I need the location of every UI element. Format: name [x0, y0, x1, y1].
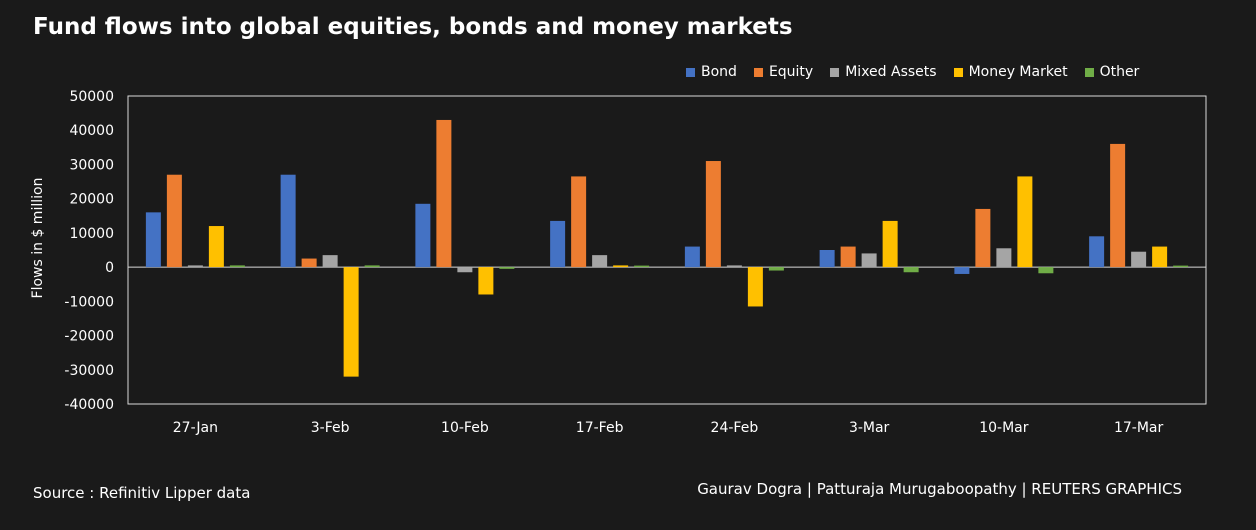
credits: Gaurav Dogra | Patturaja Murugaboopathy … [697, 480, 1182, 498]
legend-item-other: Other [1084, 64, 1140, 80]
legend-item-bond: Bond [686, 64, 737, 80]
bar-equity [705, 161, 721, 268]
bar-other [768, 267, 784, 271]
bar-other [229, 265, 245, 268]
x-tick-label: 17-Mar [1114, 420, 1164, 436]
legend-label: Money Market [968, 64, 1068, 80]
x-tick-label: 24-Feb [711, 420, 759, 436]
bar-mixed-assets [187, 265, 203, 268]
chart-title: Fund flows into global equities, bonds a… [33, 14, 793, 40]
bar-equity [975, 208, 991, 268]
legend-swatch [753, 67, 763, 77]
legend: Bond Equity Mixed Assets Money Market Other [686, 64, 1156, 80]
y-tick-label: -40000 [64, 397, 114, 413]
legend-label: Mixed Assets [845, 64, 937, 80]
bar-other [499, 267, 515, 269]
bar-other [364, 265, 380, 268]
plot-frame [127, 95, 1207, 405]
bar-money-market [478, 267, 494, 295]
bar-mixed-assets [322, 255, 338, 268]
bar-other [1038, 267, 1054, 274]
bar-money-market [613, 265, 629, 268]
bar-bond [954, 267, 970, 274]
legend-label: Equity [768, 64, 814, 80]
y-tick-label: 0 [105, 260, 114, 276]
bar-bond [819, 250, 835, 268]
bar-mixed-assets [1131, 251, 1147, 268]
legend-swatch [1084, 67, 1094, 77]
bar-mixed-assets [457, 267, 473, 273]
bar-bond [280, 174, 296, 268]
x-tick-label: 10-Feb [441, 420, 489, 436]
legend-swatch [953, 67, 963, 77]
x-tick-label: 10-Mar [979, 420, 1029, 436]
bar-other [634, 265, 650, 268]
bar-bond [550, 220, 566, 268]
x-tick-label: 3-Feb [311, 420, 350, 436]
x-tick-label: 27-Jan [173, 420, 218, 436]
bar-equity [166, 174, 182, 268]
bar-bond [684, 246, 700, 268]
bar-mixed-assets [592, 255, 608, 268]
bar-mixed-assets [996, 248, 1012, 268]
bar-mixed-assets [726, 265, 742, 268]
x-tick-label: 17-Feb [576, 420, 624, 436]
bar-equity [436, 119, 452, 268]
legend-item-mixed-assets: Mixed Assets [830, 64, 937, 80]
bar-equity [1110, 143, 1126, 268]
bar-equity [571, 176, 587, 268]
legend-label: Bond [701, 64, 737, 80]
bar-bond [145, 212, 161, 268]
bar-money-market [882, 220, 898, 268]
bar-money-market [1017, 176, 1033, 268]
bar-money-market [208, 226, 224, 268]
y-tick-label: 50000 [69, 89, 114, 105]
bar-other [1173, 265, 1189, 268]
bar-bond [1089, 236, 1105, 268]
legend-item-equity: Equity [753, 64, 814, 80]
legend-item-money-market: Money Market [953, 64, 1068, 80]
bar-equity [840, 246, 856, 268]
y-tick-label: 30000 [69, 157, 114, 173]
y-tick-label: 20000 [69, 192, 114, 208]
bar-money-market [343, 267, 359, 377]
x-tick-label: 3-Mar [849, 420, 890, 436]
bar-bond [415, 203, 431, 268]
bar-other [903, 267, 919, 273]
bar-money-market [1152, 246, 1168, 268]
legend-label: Other [1099, 64, 1140, 80]
y-tick-label: -20000 [64, 329, 114, 345]
legend-swatch [686, 67, 695, 77]
y-tick-label: 40000 [69, 123, 114, 139]
bar-mixed-assets [861, 253, 877, 268]
y-tick-label: -30000 [64, 363, 114, 379]
bar-equity [301, 258, 317, 268]
source-note: Source : Refinitiv Lipper data [33, 484, 251, 502]
bar-money-market [747, 267, 763, 307]
y-tick-label: 10000 [69, 226, 114, 242]
legend-swatch [830, 67, 840, 77]
y-tick-label: -10000 [64, 294, 114, 310]
